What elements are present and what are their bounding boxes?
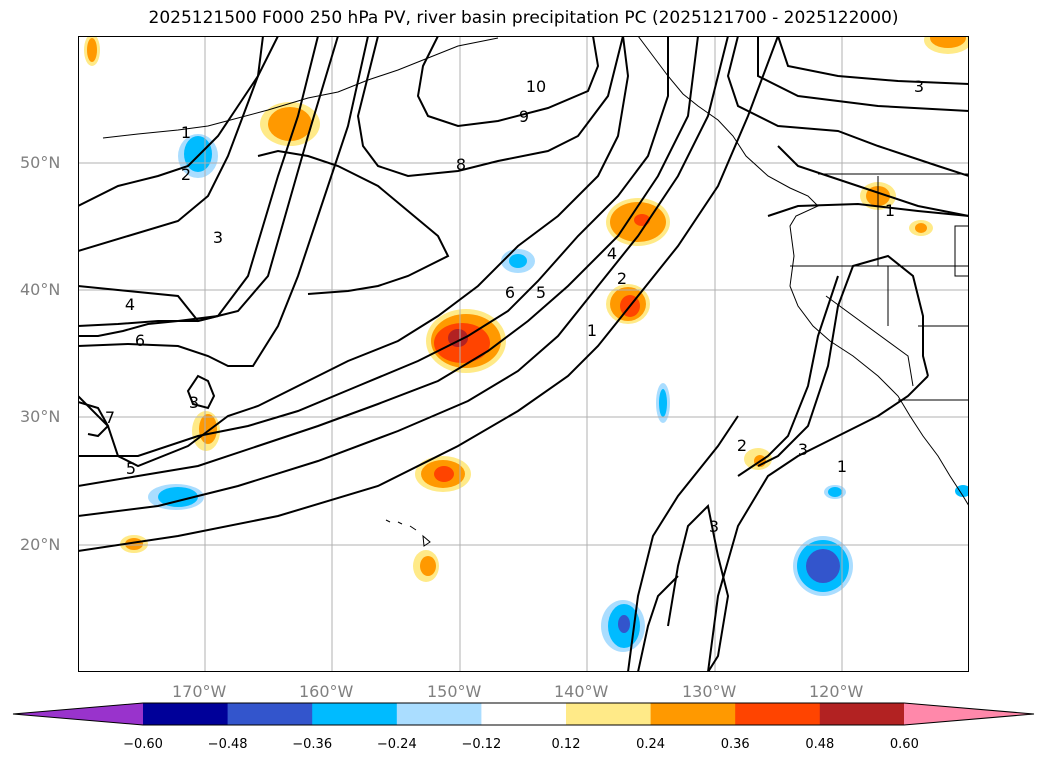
colorbar-cell bbox=[143, 703, 229, 725]
contour-label: 3 bbox=[709, 517, 719, 536]
contour-label: 6 bbox=[135, 331, 145, 350]
colorbar-cell bbox=[566, 703, 652, 725]
contour-label: 6 bbox=[505, 283, 515, 302]
contour-label: 2 bbox=[181, 165, 191, 184]
colorbar-tick-label: −0.24 bbox=[376, 737, 417, 752]
contour-label: 2 bbox=[617, 269, 627, 288]
map-frame bbox=[78, 36, 969, 672]
contour-label: 2 bbox=[737, 436, 747, 455]
map-title: 2025121500 F000 250 hPa PV, river basin … bbox=[148, 8, 899, 28]
contour-label: 3 bbox=[213, 228, 223, 247]
colorbar-tick-label: −0.60 bbox=[123, 737, 163, 752]
lat-label: 20°N bbox=[20, 535, 61, 554]
contour-label: 3 bbox=[914, 77, 924, 96]
contour-label: 5 bbox=[126, 459, 136, 478]
colorbar-tick-label: 0.36 bbox=[720, 737, 750, 752]
colorbar-extend-high bbox=[904, 703, 1034, 725]
colorbar-cell bbox=[227, 703, 313, 725]
colorbar-cell bbox=[481, 703, 567, 725]
colorbar-tick-label: 0.24 bbox=[636, 737, 666, 752]
contour-label: 4 bbox=[607, 244, 617, 263]
colorbar-extend-low bbox=[13, 703, 143, 725]
lon-label: 150°W bbox=[427, 682, 482, 701]
colorbar-tick-label: 0.12 bbox=[551, 737, 581, 752]
contour-label: 8 bbox=[456, 155, 466, 174]
contour-label: 9 bbox=[519, 107, 529, 126]
colorbar bbox=[12, 702, 1035, 726]
colorbar-tick-label: −0.12 bbox=[461, 737, 502, 752]
colorbar-cell bbox=[650, 703, 736, 725]
contour-label: 1 bbox=[837, 457, 847, 476]
colorbar-cell bbox=[312, 703, 398, 725]
colorbar-tick-label: 0.60 bbox=[889, 737, 919, 752]
lon-label: 170°W bbox=[172, 682, 227, 701]
colorbar-cell bbox=[735, 703, 821, 725]
colorbar-tick-label: −0.48 bbox=[207, 737, 248, 752]
contour-label: 3 bbox=[798, 440, 808, 459]
lon-label: 120°W bbox=[809, 682, 864, 701]
contour-label: 3 bbox=[189, 393, 199, 412]
contour-label: 1 bbox=[885, 201, 895, 220]
colorbar-cell bbox=[819, 703, 905, 725]
pv-contours bbox=[78, 36, 969, 672]
colorbar-cell bbox=[396, 703, 482, 725]
lon-label: 160°W bbox=[299, 682, 354, 701]
lat-label: 40°N bbox=[20, 280, 61, 299]
contour-label: 4 bbox=[125, 295, 135, 314]
contour-label: 10 bbox=[526, 77, 546, 96]
lat-label: 50°N bbox=[20, 153, 61, 172]
contour-label: 7 bbox=[105, 408, 115, 427]
colorbar-tick-label: −0.36 bbox=[292, 737, 333, 752]
lat-label: 30°N bbox=[20, 407, 61, 426]
contour-label: 1 bbox=[587, 321, 597, 340]
contour-label: 5 bbox=[536, 283, 546, 302]
lon-label: 130°W bbox=[682, 682, 737, 701]
map-panel: 10 9 8 3 4 6 7 5 3 1 2 6 5 4 2 1 2 3 1 3… bbox=[78, 36, 969, 672]
lon-label: 140°W bbox=[554, 682, 609, 701]
colorbar-tick-label: 0.48 bbox=[805, 737, 835, 752]
contour-label: 1 bbox=[181, 123, 191, 142]
